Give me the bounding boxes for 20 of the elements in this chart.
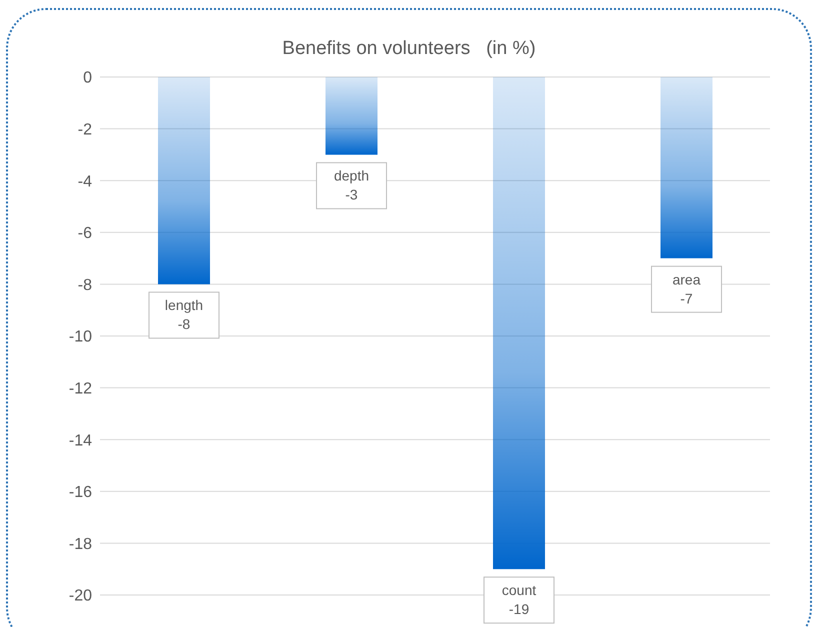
y-tick-label: -10 [68, 328, 92, 346]
chart-title: Benefits on volunteers (in %) [281, 38, 537, 60]
y-tick-label: -18 [68, 536, 92, 553]
y-tick-label: 0 [83, 70, 92, 87]
y-tick-label: -4 [78, 173, 92, 190]
x-tick-label: area [672, 271, 701, 288]
y-tick-label: -12 [68, 380, 92, 398]
y-tick-label: -6 [78, 225, 92, 242]
y-tick-label: -14 [68, 432, 92, 450]
y-tick-label: -8 [78, 276, 92, 294]
x-tick-label: count [502, 582, 536, 598]
y-tick-label: -2 [78, 121, 92, 138]
data-label: -8 [178, 316, 190, 332]
y-tick-label: -16 [68, 484, 92, 502]
x-tick-label: length [164, 297, 204, 314]
data-label: -19 [508, 601, 530, 618]
x-tick-label: depth [334, 168, 370, 184]
data-label: -7 [680, 290, 693, 306]
y-tick-label: -20 [68, 588, 92, 605]
data-label: -3 [345, 186, 358, 203]
